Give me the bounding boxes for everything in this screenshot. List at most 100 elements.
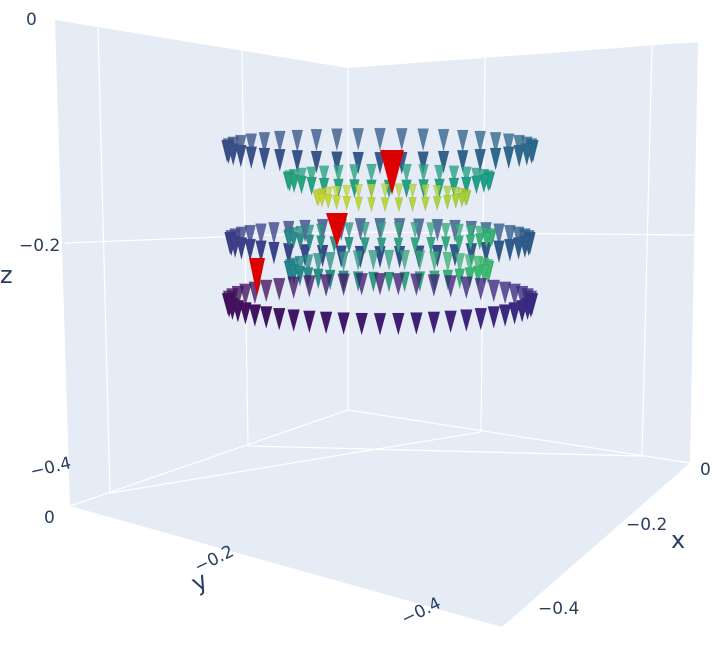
cone-marker [427,274,441,298]
cone-marker [460,276,473,300]
cone-marker [323,186,333,202]
cone-marker [504,238,516,262]
cone-marker [427,311,441,335]
cone-marker [288,174,300,194]
cone-marker [304,224,315,242]
cone-marker [512,237,525,260]
cone-marker [333,164,344,184]
cone-marker [342,184,352,201]
cone-marker [442,251,454,273]
cone-marker [287,276,300,300]
cone-rings [221,127,539,337]
cone-marker [474,148,487,172]
cone-marker [471,175,482,195]
cone-marker [288,232,299,250]
cone-marker [272,277,286,302]
cone-marker [444,310,457,334]
cone-marker [410,273,423,297]
cone-marker [432,196,442,212]
cone-marker [255,240,267,263]
cone-marker [440,236,451,254]
cone-marker [302,254,314,275]
z-axis-title: z [0,261,13,289]
cone-marker [456,129,469,153]
cone-marker [401,163,412,183]
cone-marker [391,312,405,336]
cone-marker [227,143,240,166]
cone-marker [460,309,473,333]
cone-marker [291,149,304,173]
cone-marker [344,236,354,255]
cone-marker [306,176,317,196]
cone-marker [332,185,341,201]
cone-marker [391,272,405,297]
back-right-wall [348,42,698,463]
cone-marker [310,128,323,152]
highlight-cone-marker [326,213,348,247]
cone-marker [454,252,466,274]
cone-marker [360,221,370,239]
cone-marker [502,133,515,156]
cone-marker [319,311,333,335]
cone-marker [418,164,429,184]
highlight-cone-marker [249,258,265,296]
cone-marker [394,183,404,199]
cone-marker [303,310,316,334]
cone-marker [235,237,248,260]
cone-marker [437,150,450,174]
cone-marker [421,196,430,212]
ring-1 [221,127,539,175]
cone-marker [520,143,533,166]
cone-marker [312,252,324,274]
cone-marker [410,221,420,239]
cone-marker [354,196,363,212]
cone-marker [244,238,256,262]
cone-marker [239,302,252,326]
cone-marker [513,144,525,168]
cone-marker [244,224,256,248]
ring-5 [283,221,497,255]
cone-marker [393,221,404,239]
cone-marker [258,147,271,171]
cone-marker [481,232,492,250]
cone-marker [429,250,440,272]
ring-3 [312,183,472,213]
cone-marker [294,265,306,287]
cone-marker [306,166,317,186]
cone-marker [408,197,417,213]
cone-marker [465,224,476,242]
z-axis: 0 −0.2 −0.4 z [0,10,73,482]
cone-marker [272,307,286,332]
cone-marker [448,165,460,185]
cone-marker [498,304,512,328]
cone-marker [342,196,352,212]
cone-marker [367,197,376,213]
cone-marker [461,166,472,186]
cone-marker [443,195,452,211]
cone-marker [291,129,304,153]
cone-marker [268,221,280,245]
cone-marker [383,249,395,271]
cone-marker [355,312,369,336]
cone-marker [399,249,410,271]
x-tick-label: −0.2 [626,515,667,535]
cone-marker [287,309,300,333]
cone-marker [451,194,461,210]
cone-marker [373,272,387,297]
cone-marker [360,237,370,255]
cone-marker [474,233,485,251]
cone-marker [273,130,286,154]
cone-marker [493,240,505,263]
cone-marker [461,176,472,196]
cone-marker [444,275,457,299]
cone-marker [366,163,377,183]
cone-marker [454,223,464,241]
cone-marker [337,273,350,297]
cone-marker [395,127,408,151]
cone-marker [421,184,430,200]
cone-marker [487,306,501,330]
cone-marker [434,164,445,184]
cone-marker [352,250,364,271]
cone-marker [414,250,426,271]
x-axis-title: x [671,526,685,554]
